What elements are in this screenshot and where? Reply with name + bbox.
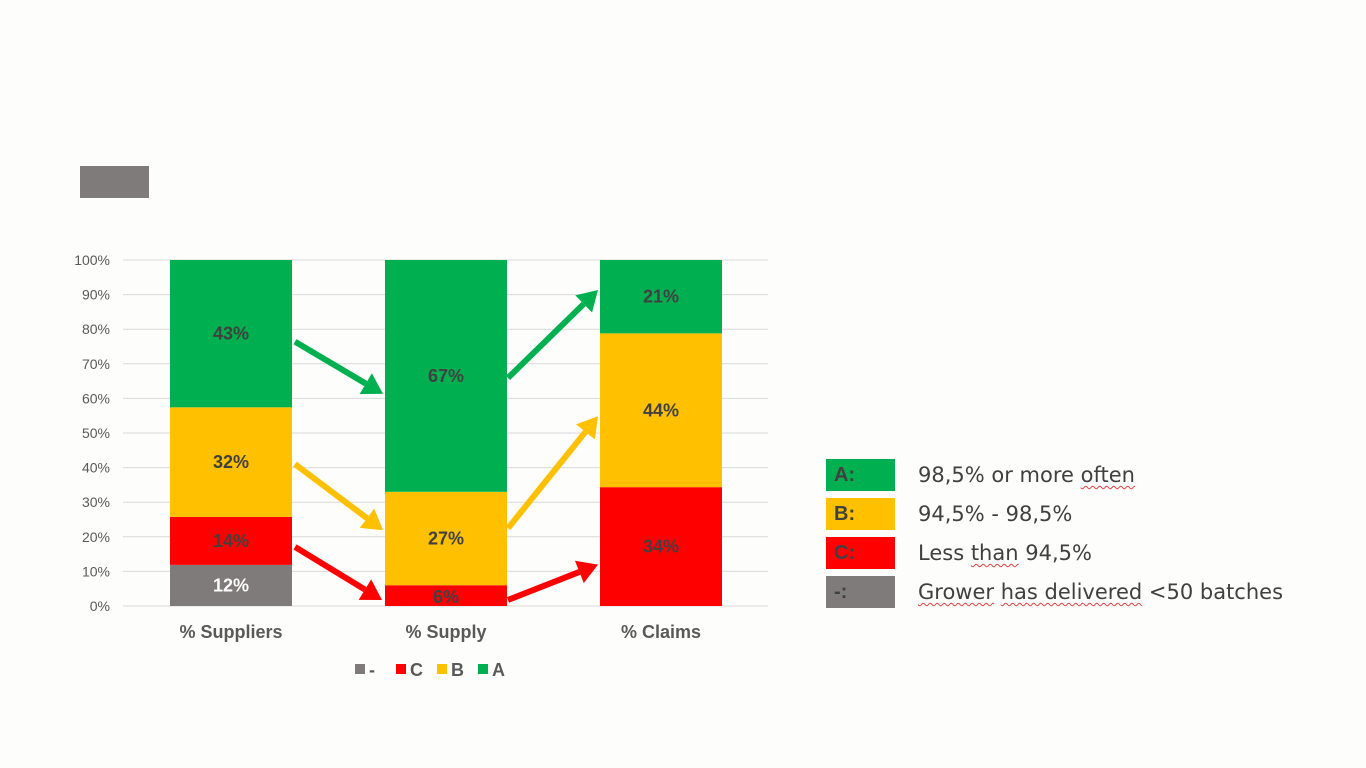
- legend-key-dash: -:: [826, 576, 895, 608]
- legend-text-a: 98,5% or more often: [918, 463, 1135, 487]
- title-placeholder-block: [80, 166, 149, 198]
- legend-label: A: [492, 660, 505, 680]
- legend-label: -: [369, 660, 375, 680]
- trend-arrow-line: [505, 301, 586, 381]
- x-category-label: % Claims: [621, 622, 701, 642]
- legend-swatch: [355, 664, 365, 674]
- legend-key-a: A:: [826, 459, 895, 491]
- trend-arrow-line: [293, 339, 368, 387]
- trend-arrow-line: [505, 429, 588, 531]
- data-label: 14%: [213, 531, 249, 551]
- legend-swatch: [437, 664, 447, 674]
- legend-label: B: [451, 660, 464, 680]
- x-category-label: % Supply: [405, 622, 486, 642]
- legend-key-c: C:: [826, 537, 895, 569]
- data-label: 34%: [643, 537, 679, 557]
- data-label: 43%: [213, 324, 249, 344]
- y-tick-label: 20%: [82, 529, 110, 545]
- y-tick-label: 90%: [82, 287, 110, 303]
- trend-arrow-head: [359, 373, 383, 394]
- legend-key-b: B:: [826, 498, 895, 530]
- trend-arrow-head: [359, 508, 383, 531]
- trend-arrow-line: [293, 461, 369, 521]
- x-category-label: % Suppliers: [179, 622, 282, 642]
- bar-segment: [170, 407, 292, 517]
- y-tick-label: 10%: [82, 563, 110, 579]
- trend-arrow-head: [576, 416, 598, 440]
- bar-segment: [170, 260, 292, 408]
- data-label: 6%: [433, 587, 459, 607]
- y-tick-label: 0%: [90, 598, 110, 614]
- y-tick-label: 60%: [82, 390, 110, 406]
- trend-arrow-head: [575, 290, 598, 313]
- bar-segment: [385, 260, 507, 492]
- y-tick-label: 40%: [82, 460, 110, 476]
- legend-label: C: [410, 660, 423, 680]
- bar-segment: [600, 487, 722, 606]
- y-tick-label: 100%: [74, 252, 110, 268]
- trend-arrow-line: [293, 544, 367, 593]
- bar-segment: [385, 491, 507, 586]
- legend-text-dash: Grower has delivered <50 batches: [918, 580, 1284, 604]
- legend-text-c: Less than 94,5%: [918, 541, 1092, 565]
- bar-segment: [170, 564, 292, 606]
- data-label: 67%: [428, 366, 464, 386]
- legend-text-b: 94,5% - 98,5%: [918, 502, 1073, 526]
- y-tick-label: 70%: [82, 356, 110, 372]
- data-label: 12%: [213, 575, 249, 595]
- data-label: 44%: [643, 400, 679, 420]
- trend-arrow-line: [506, 569, 581, 603]
- y-tick-label: 50%: [82, 425, 110, 441]
- y-tick-label: 80%: [82, 321, 110, 337]
- y-tick-label: 30%: [82, 494, 110, 510]
- bar-segment: [170, 516, 292, 565]
- data-label: 21%: [643, 287, 679, 307]
- bar-segment: [600, 260, 722, 334]
- trend-arrow-head: [358, 579, 382, 600]
- data-label: 27%: [428, 529, 464, 549]
- legend-swatch: [396, 664, 406, 674]
- bar-segment: [600, 333, 722, 488]
- legend-swatch: [478, 664, 488, 674]
- bar-segment: [385, 585, 507, 606]
- trend-arrow-head: [574, 560, 598, 584]
- data-label: 32%: [213, 452, 249, 472]
